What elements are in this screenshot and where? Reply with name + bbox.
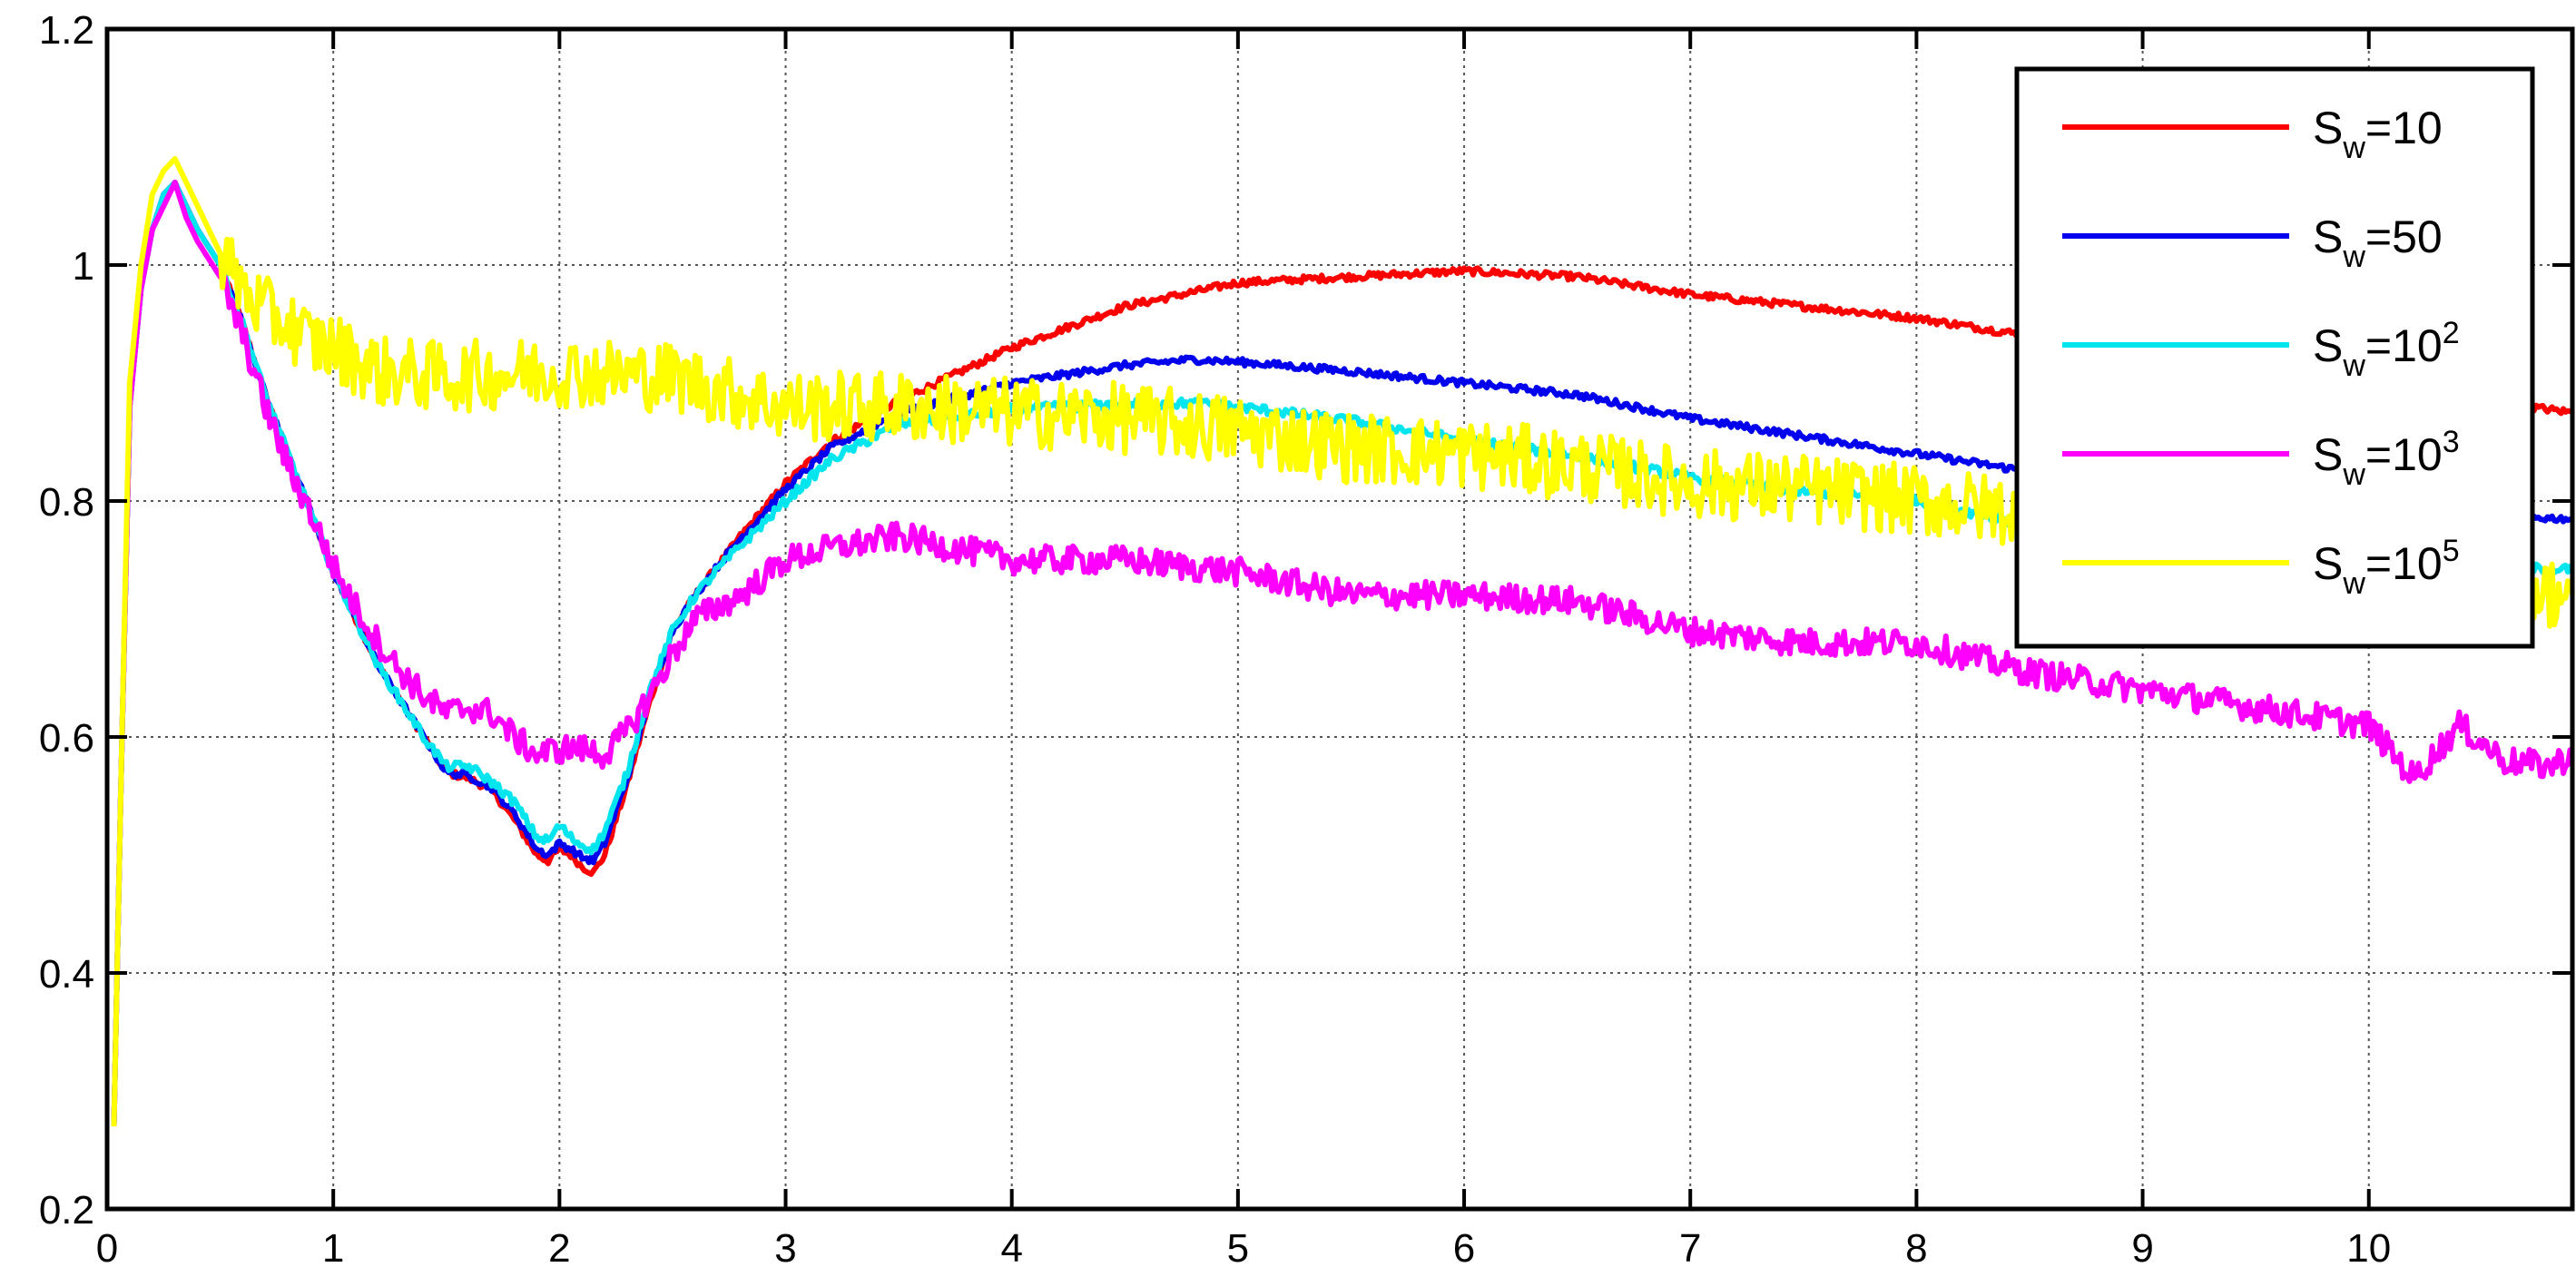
y-tick-label: 1.2	[39, 8, 94, 53]
y-axis-tick-labels: 0.2 0.4 0.6 0.8 1 1.2	[39, 8, 94, 1233]
x-tick-label: 5	[1227, 1226, 1249, 1271]
x-tick-label: 8	[1905, 1226, 1927, 1271]
y-tick-label: 0.2	[39, 1188, 94, 1233]
legend-label-0: Sw=10	[2313, 103, 2443, 165]
x-tick-label: 10	[2346, 1226, 2391, 1271]
legend-label-3: Sw=103	[2313, 425, 2460, 492]
legend: Sw=10 Sw=50 Sw=102 Sw=103 Sw=105	[2014, 66, 2535, 649]
plot-area-frame	[104, 26, 2575, 1212]
series-line-3	[111, 180, 2575, 1127]
y-tick-label: 0.6	[39, 716, 94, 761]
x-tick-label: 2	[548, 1226, 570, 1271]
x-axis-tick-labels: 0 1 2 3 4 5 6 7 8 9 10	[96, 1226, 2391, 1271]
x-tick-label: 9	[2131, 1226, 2153, 1271]
x-tick-label: 0	[96, 1226, 118, 1271]
legend-label-1: Sw=50	[2313, 211, 2443, 274]
legend-label-4: Sw=105	[2313, 534, 2460, 601]
y-tick-label: 0.4	[39, 952, 94, 997]
y-tick-label: 0.8	[39, 480, 94, 525]
x-tick-label: 1	[322, 1226, 344, 1271]
x-tick-label: 3	[774, 1226, 796, 1271]
x-tick-label: 6	[1453, 1226, 1475, 1271]
x-tick-label: 7	[1679, 1226, 1701, 1271]
y-tick-label: 1	[73, 244, 94, 289]
legend-label-2: Sw=102	[2313, 316, 2460, 383]
legend-box	[2014, 66, 2535, 649]
x-tick-label: 4	[1000, 1226, 1022, 1271]
